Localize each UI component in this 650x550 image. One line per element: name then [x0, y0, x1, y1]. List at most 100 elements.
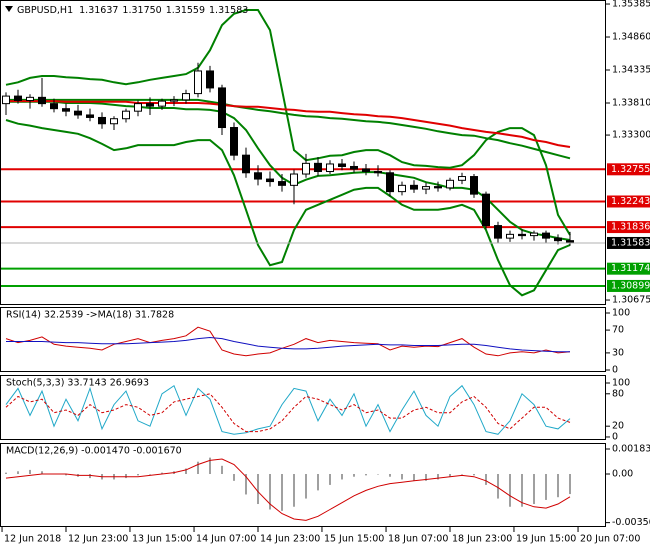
candle-body — [482, 193, 490, 227]
candle-body — [314, 162, 322, 173]
candle-body — [146, 103, 154, 107]
indicator-line — [5, 9, 571, 236]
panel-title: RSI(14) 32.2539 ->MA(18) 31.7828 — [6, 310, 174, 321]
histogram-bar — [521, 474, 523, 507]
candle-body — [62, 108, 70, 112]
candle-body — [290, 173, 298, 186]
histogram-bar — [341, 474, 343, 480]
candle-body — [338, 163, 346, 167]
histogram-bar — [197, 461, 199, 475]
histogram-bar — [449, 474, 451, 477]
histogram-bar — [41, 471, 43, 475]
x-tick-label: 14 Jun 23:00 — [260, 534, 320, 545]
candle-body — [98, 116, 106, 125]
candle-body — [458, 176, 466, 181]
histogram-bar — [437, 474, 439, 480]
level-label-box — [607, 195, 650, 208]
histogram-bar — [545, 474, 547, 500]
panel-title: Stoch(5,3,3) 33.7143 26.9693 — [6, 378, 149, 389]
candle-body — [206, 70, 214, 89]
y-tick-label: 100 — [612, 377, 630, 388]
level-label-box — [607, 221, 650, 234]
histogram-bar — [497, 474, 499, 499]
candle-body — [218, 87, 226, 129]
candle-body — [266, 178, 274, 183]
histogram-bar — [245, 474, 247, 495]
histogram-bar — [305, 474, 307, 499]
histogram-bar — [17, 471, 19, 475]
level-label-box — [607, 262, 650, 275]
candle-body — [122, 110, 130, 120]
x-tick-label: 18 Jun 23:00 — [452, 534, 512, 545]
y-tick-label: -0.003563 — [612, 517, 650, 528]
level-label: 1.30899 — [611, 280, 650, 291]
indicator-line — [5, 326, 571, 357]
candle-body — [14, 95, 22, 101]
histogram-bar — [389, 474, 391, 477]
histogram-bar — [317, 474, 319, 491]
x-tick-label: 18 Jun 07:00 — [388, 534, 448, 545]
histogram-bar — [209, 457, 211, 475]
y-tick-label: 0 — [612, 431, 618, 442]
histogram-bar — [29, 469, 31, 475]
y-tick-label: 100 — [612, 307, 630, 318]
indicator-line — [5, 384, 571, 435]
histogram-bar — [413, 474, 415, 481]
y-tick-label: 1.35385 — [612, 0, 650, 10]
panel-1 — [5, 326, 571, 357]
histogram-bar — [377, 474, 379, 475]
y-tick-label: 70 — [612, 325, 624, 336]
level-label: 1.31836 — [611, 222, 650, 233]
histogram-bar — [353, 474, 355, 477]
candle-body — [374, 171, 382, 174]
x-tick-label: 13 Jun 15:00 — [132, 534, 192, 545]
histogram-bar — [257, 474, 259, 505]
candle-body — [2, 95, 10, 105]
histogram-bar — [233, 474, 235, 481]
candle-body — [134, 103, 142, 112]
indicator-line — [6, 98, 571, 160]
panel-3 — [5, 457, 571, 521]
y-tick-label: 1.34860 — [612, 32, 650, 43]
y-tick-label: 0.00 — [612, 469, 633, 480]
candle-body — [470, 176, 478, 195]
y-tick-label: 80 — [612, 388, 624, 399]
histogram-bar — [89, 474, 91, 479]
ohlc-low: 1.31559 — [166, 5, 205, 16]
histogram-bar — [5, 472, 7, 475]
level-label: 1.32755 — [611, 164, 650, 175]
candle-body — [110, 118, 118, 125]
candle-body — [494, 225, 502, 239]
candle-body — [446, 179, 454, 189]
candle-body — [362, 168, 370, 173]
histogram-bar — [401, 474, 403, 480]
histogram-bar — [269, 474, 271, 510]
last-price-box — [607, 236, 650, 249]
x-tick-label: 15 Jun 15:00 — [324, 534, 384, 545]
panel-frame — [0, 307, 606, 372]
histogram-bar — [221, 465, 223, 475]
candle-body — [350, 165, 358, 170]
panel-frame — [0, 0, 606, 305]
histogram-bar — [509, 474, 511, 507]
candle-body — [74, 110, 82, 116]
histogram-bar — [185, 468, 187, 475]
indicator-line — [6, 336, 570, 353]
candle-body — [50, 103, 58, 110]
candle-body — [242, 154, 250, 174]
candle-body — [170, 99, 178, 102]
indicator-line — [5, 458, 571, 521]
level-label: 1.32243 — [611, 196, 650, 207]
ohlc-high: 1.31750 — [122, 5, 161, 16]
histogram-bar — [485, 474, 487, 485]
ohlc-open: 1.31637 — [79, 5, 118, 16]
x-tick-label: 19 Jun 15:00 — [516, 534, 576, 545]
y-tick-label: 30 — [612, 347, 624, 358]
candle-body — [530, 232, 538, 237]
level-label-box — [607, 279, 650, 292]
candle-body — [422, 186, 430, 190]
candle-body — [410, 184, 418, 190]
x-tick-label: 12 Jun 2018 — [4, 534, 61, 545]
